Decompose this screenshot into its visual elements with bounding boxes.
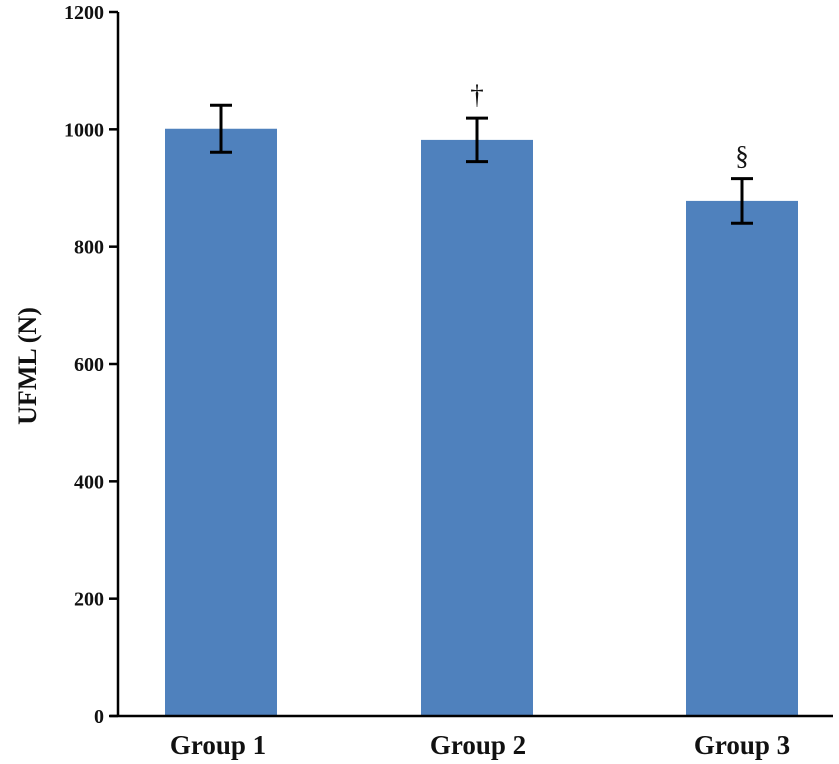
y-tick-label: 200 <box>74 589 104 611</box>
y-axis-title: UFML (N) <box>13 307 42 425</box>
y-tick-label: 0 <box>94 706 104 728</box>
significance-marker: § <box>735 141 749 171</box>
x-axis-labels: Group 1 Group 2 Group 3 <box>170 730 790 760</box>
y-tick-label: 1000 <box>64 119 104 141</box>
y-axis-ticks: 0 200 400 600 800 1000 1200 <box>64 2 118 728</box>
x-category-label: Group 3 <box>694 730 790 760</box>
significance-marker: † <box>470 80 484 110</box>
bar <box>421 139 533 717</box>
x-category-label: Group 2 <box>430 730 526 760</box>
x-category-label: Group 1 <box>170 730 266 760</box>
y-tick-label: 1200 <box>64 2 104 24</box>
y-tick-label: 800 <box>74 237 104 259</box>
bar <box>165 128 277 716</box>
bars <box>165 128 798 717</box>
y-tick-label: 600 <box>74 354 104 376</box>
bar <box>686 200 798 716</box>
y-tick-label: 400 <box>74 471 104 493</box>
significance-annotations: †§ <box>470 80 749 170</box>
error-bars <box>210 103 753 225</box>
